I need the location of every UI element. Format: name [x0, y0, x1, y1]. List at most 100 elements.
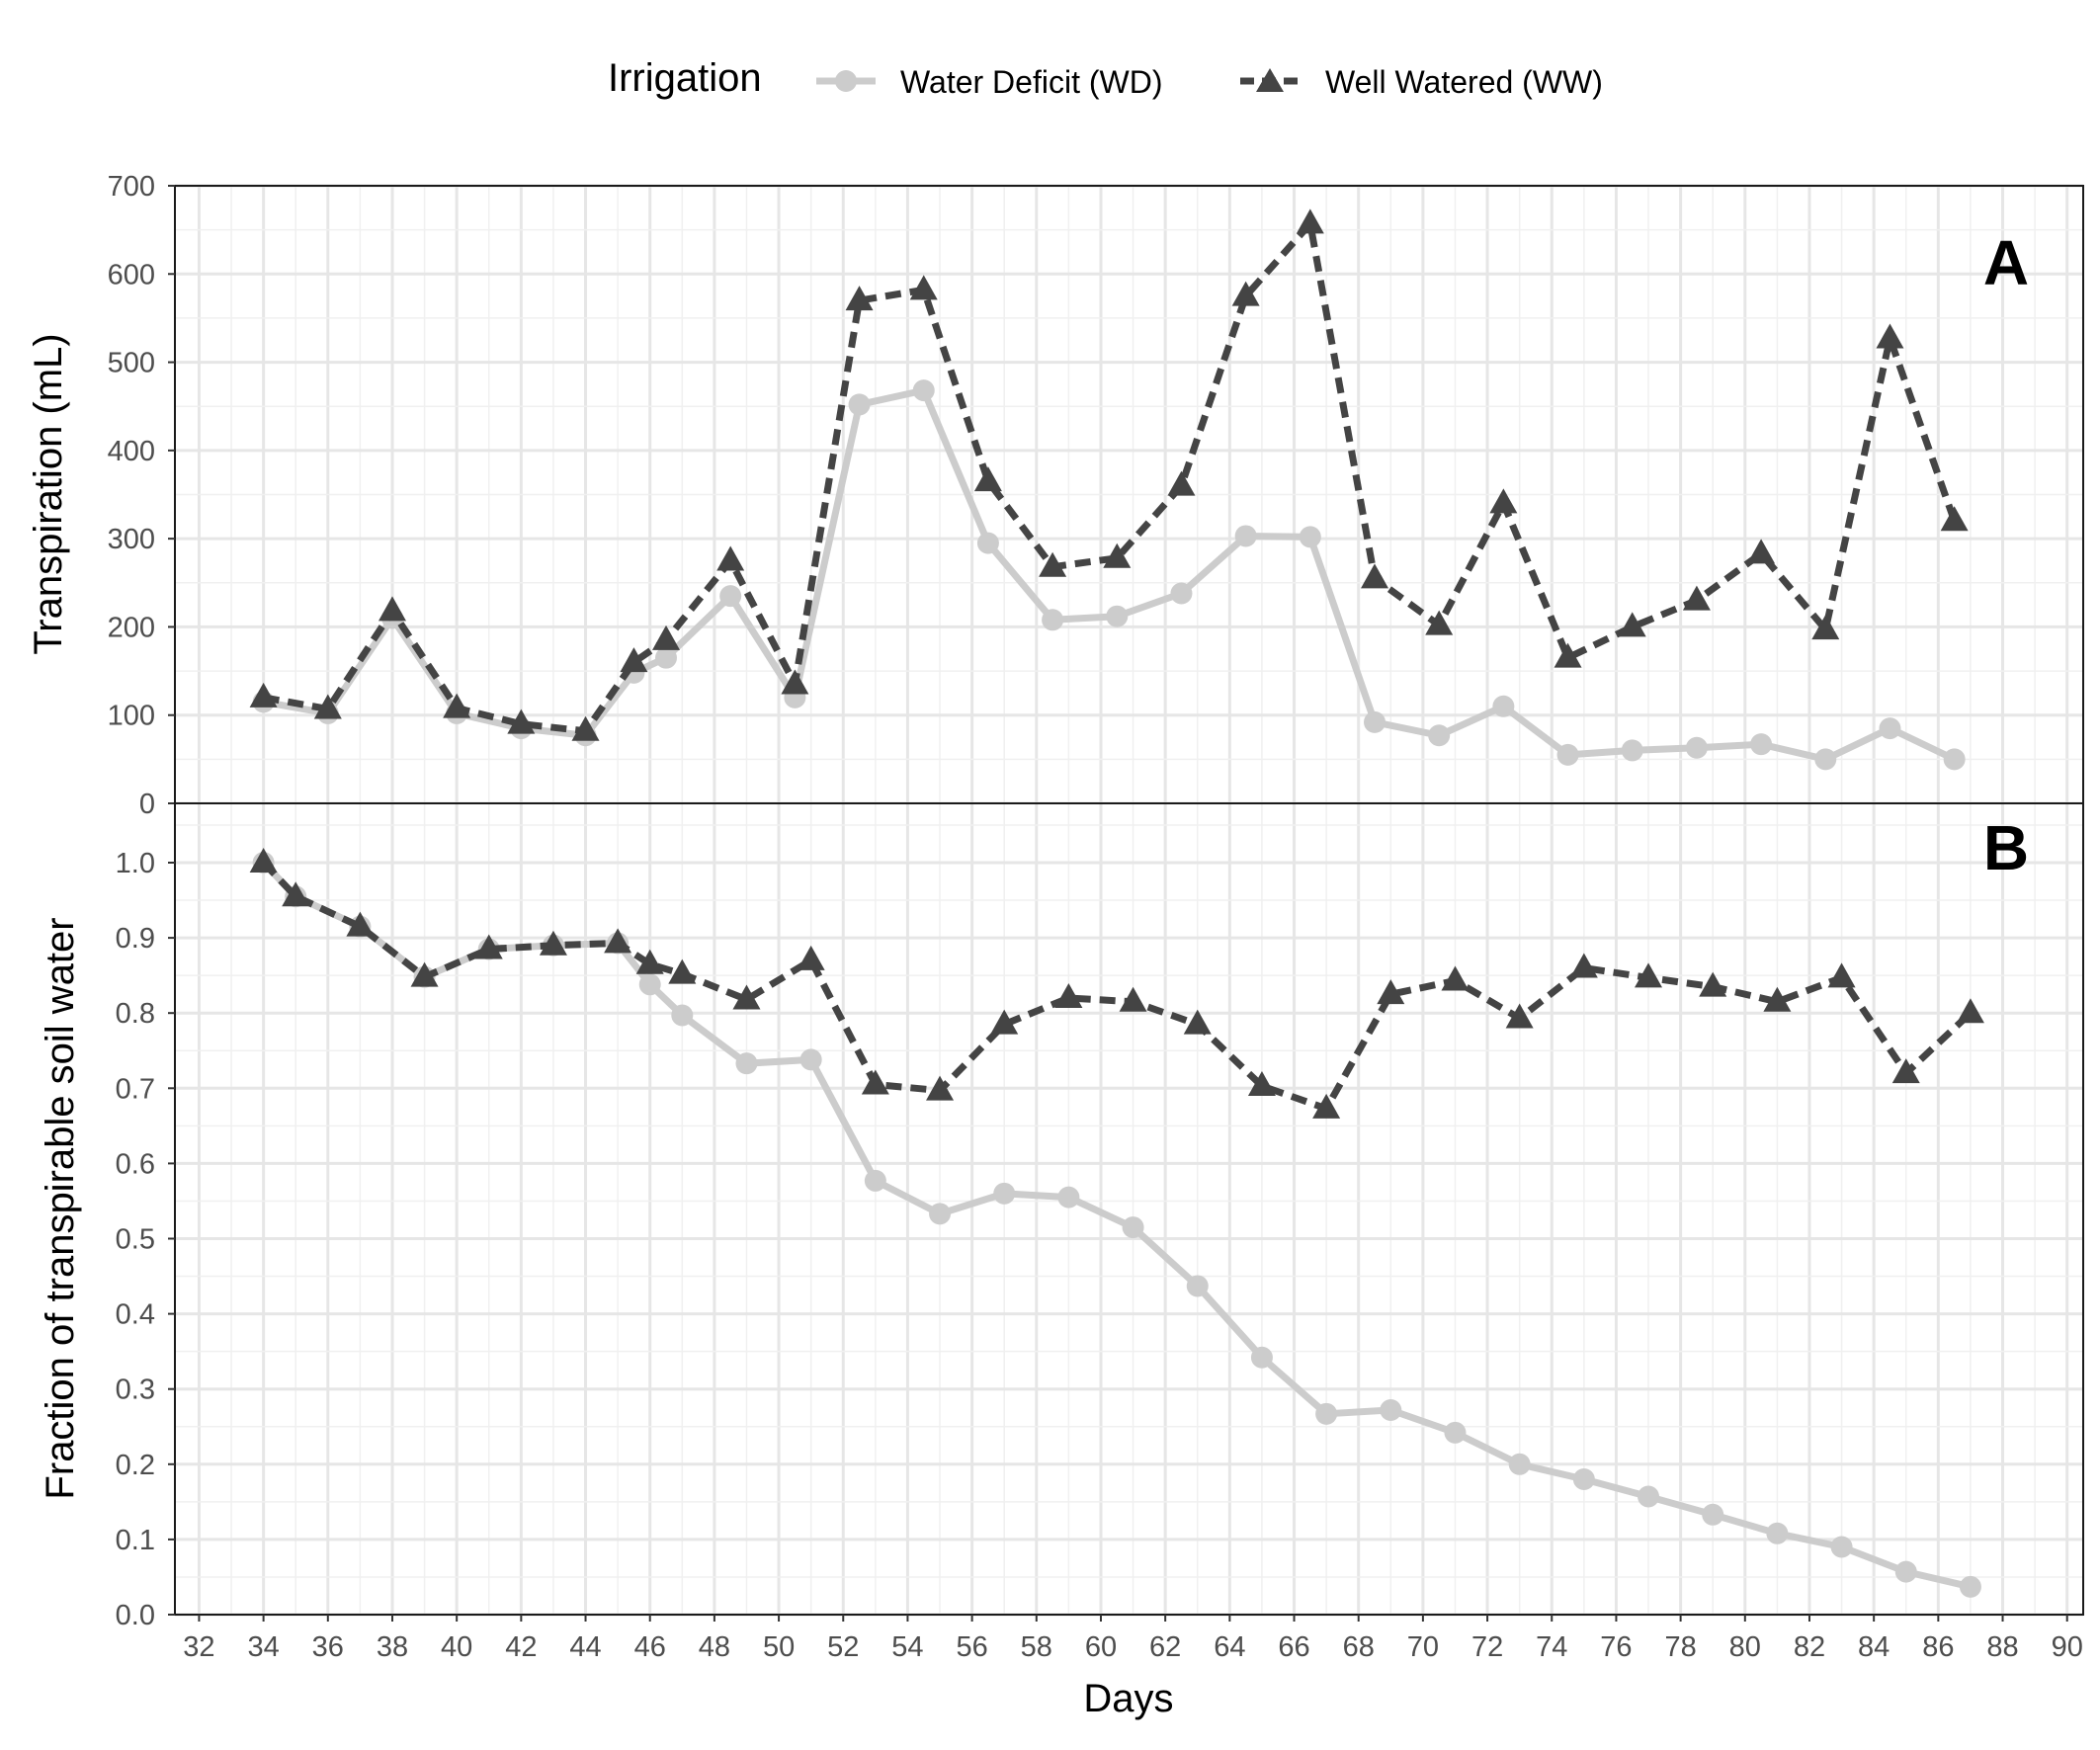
panel-b-point-ww [1183, 1009, 1212, 1035]
panel-b-point-wd [929, 1203, 952, 1225]
panel-a-series-line-wd [263, 386, 1957, 763]
panel-b-point-wd [1508, 1453, 1531, 1475]
panel-a-point-ww [1811, 615, 1840, 640]
panel-b-point-ww [1569, 953, 1598, 978]
panel-a-point-ww [973, 466, 1002, 492]
panel-a-point-wd [1299, 526, 1321, 548]
panel-a-point-ww [1876, 323, 1904, 349]
x-tick-label: 34 [247, 1631, 279, 1663]
x-tick-label: 68 [1343, 1631, 1375, 1663]
panel-a-point-wd [848, 393, 871, 416]
panel-b-y-axis-title: Fraction of transpirable soil water [39, 917, 82, 1499]
legend-label-wd: Water Deficit (WD) [900, 64, 1162, 100]
panel-b-point-ww [539, 930, 567, 956]
legend-item-wd: Water Deficit (WD) [816, 64, 1162, 100]
panel-a-point-wd [1556, 743, 1579, 766]
panel-b-y-tick-label: 0.3 [116, 1375, 155, 1406]
x-tick-label: 64 [1214, 1631, 1245, 1663]
panel-b-y-tick-label: 0.0 [116, 1600, 155, 1631]
panel-a-point-wd [1879, 717, 1901, 740]
panel-b-point-wd [1894, 1560, 1917, 1583]
x-tick-label: 62 [1149, 1631, 1181, 1663]
panel-b-point-ww [1956, 998, 1984, 1024]
x-tick-label: 80 [1729, 1631, 1761, 1663]
panel-a-point-ww [909, 275, 938, 300]
panel-b-y-tick-label: 0.2 [116, 1450, 155, 1481]
panel-b-point-ww [1247, 1071, 1276, 1097]
panel-b-point-ww [249, 848, 278, 873]
x-tick-label: 44 [569, 1631, 601, 1663]
panel-a-y-tick-label: 700 [108, 171, 155, 203]
panel-b-point-ww [1054, 982, 1083, 1008]
x-tick-label: 88 [1986, 1631, 2018, 1663]
x-tick-label: 54 [891, 1631, 923, 1663]
panel-a-point-ww [1039, 551, 1067, 577]
x-tick-label: 72 [1471, 1631, 1503, 1663]
x-tick-label: 90 [2052, 1631, 2083, 1663]
panel-b-point-ww [990, 1009, 1019, 1035]
panel-b-point-ww [635, 949, 664, 974]
panel-a-point-wd [912, 379, 935, 402]
panel-b-point-ww [1312, 1093, 1341, 1119]
panel-a-point-ww [1231, 281, 1260, 306]
panel-b-point-wd [864, 1169, 886, 1192]
panel-b-point-ww [346, 911, 375, 937]
panel-b-point-wd [1122, 1216, 1144, 1239]
panel-a-point-wd [1492, 695, 1515, 717]
panel-a-y-tick-label: 600 [108, 259, 155, 291]
panel-a-point-ww [652, 625, 681, 650]
panel-a-point-wd [1042, 609, 1064, 631]
panel-a-point-wd [1170, 582, 1193, 605]
panel-a-y-axis-title: Transpiration (mL) [27, 333, 70, 654]
panel-b-border [174, 802, 2084, 1616]
x-tick-label: 40 [441, 1631, 472, 1663]
panel-a-y-tick-label: 400 [108, 436, 155, 467]
panel-b-point-wd [1959, 1575, 1981, 1598]
legend-item-ww: Well Watered (WW) [1240, 64, 1603, 100]
panel-a-point-ww [443, 693, 471, 718]
panel-b-point-ww [410, 961, 439, 987]
x-tick-label: 66 [1278, 1631, 1309, 1663]
panel-a-point-ww [1296, 208, 1324, 234]
panel-b-y-tick-label: 0.5 [116, 1224, 155, 1256]
x-tick-label: 74 [1536, 1631, 1567, 1663]
panel-a-y-tick-label: 0 [139, 789, 155, 820]
panel-b-point-ww [1441, 965, 1470, 991]
panel-b-y-tick-label: 0.1 [116, 1525, 155, 1556]
panel-b-point-ww [604, 928, 632, 954]
panel-a-y-tick-label: 200 [108, 612, 155, 643]
panel-b-point-ww [1891, 1058, 1920, 1084]
panel-a-point-wd [1685, 736, 1708, 759]
panel-a-point-ww [781, 669, 809, 695]
panel-b-point-wd [1638, 1485, 1660, 1508]
panel-a-point-ww [378, 596, 406, 622]
panel-a-series [249, 208, 1969, 771]
panel-b-background [175, 803, 2083, 1615]
legend-label-ww: Well Watered (WW) [1325, 64, 1603, 100]
panel-a-point-ww [1489, 488, 1518, 514]
panel-a-y-tick-label: 300 [108, 524, 155, 555]
panel-b-y-tick-label: 0.6 [116, 1148, 155, 1180]
x-tick-label: 50 [763, 1631, 795, 1663]
x-tick-label: 52 [827, 1631, 859, 1663]
panel-a-point-ww [620, 647, 648, 673]
x-tick-label: 70 [1407, 1631, 1439, 1663]
panel-a-point-ww [249, 682, 278, 708]
panel-b-point-ww [474, 934, 503, 959]
x-tick-label: 32 [183, 1631, 214, 1663]
panel-b-y-tick-label: 0.8 [116, 998, 155, 1030]
panel-a-point-ww [1425, 610, 1454, 635]
panel-a-point-ww [313, 694, 342, 719]
x-tick-label: 60 [1085, 1631, 1117, 1663]
panel-b: B 0.0 0.1 0.2 0.3 0.4 0.5 0.6 0.7 0.8 0.9 1.0 Frac… [39, 802, 2084, 1631]
panel-b-point-ww [668, 958, 697, 984]
x-tick-label: 58 [1021, 1631, 1052, 1663]
x-axis-title: Days [1083, 1677, 1173, 1720]
panel-a-point-ww [1361, 563, 1389, 589]
panel-b-series [249, 848, 1984, 1598]
panel-a-point-ww [1554, 642, 1582, 668]
x-tick-label: 86 [1922, 1631, 1954, 1663]
panel-b-point-wd [1250, 1346, 1273, 1369]
panel-a-point-wd [1814, 748, 1837, 771]
